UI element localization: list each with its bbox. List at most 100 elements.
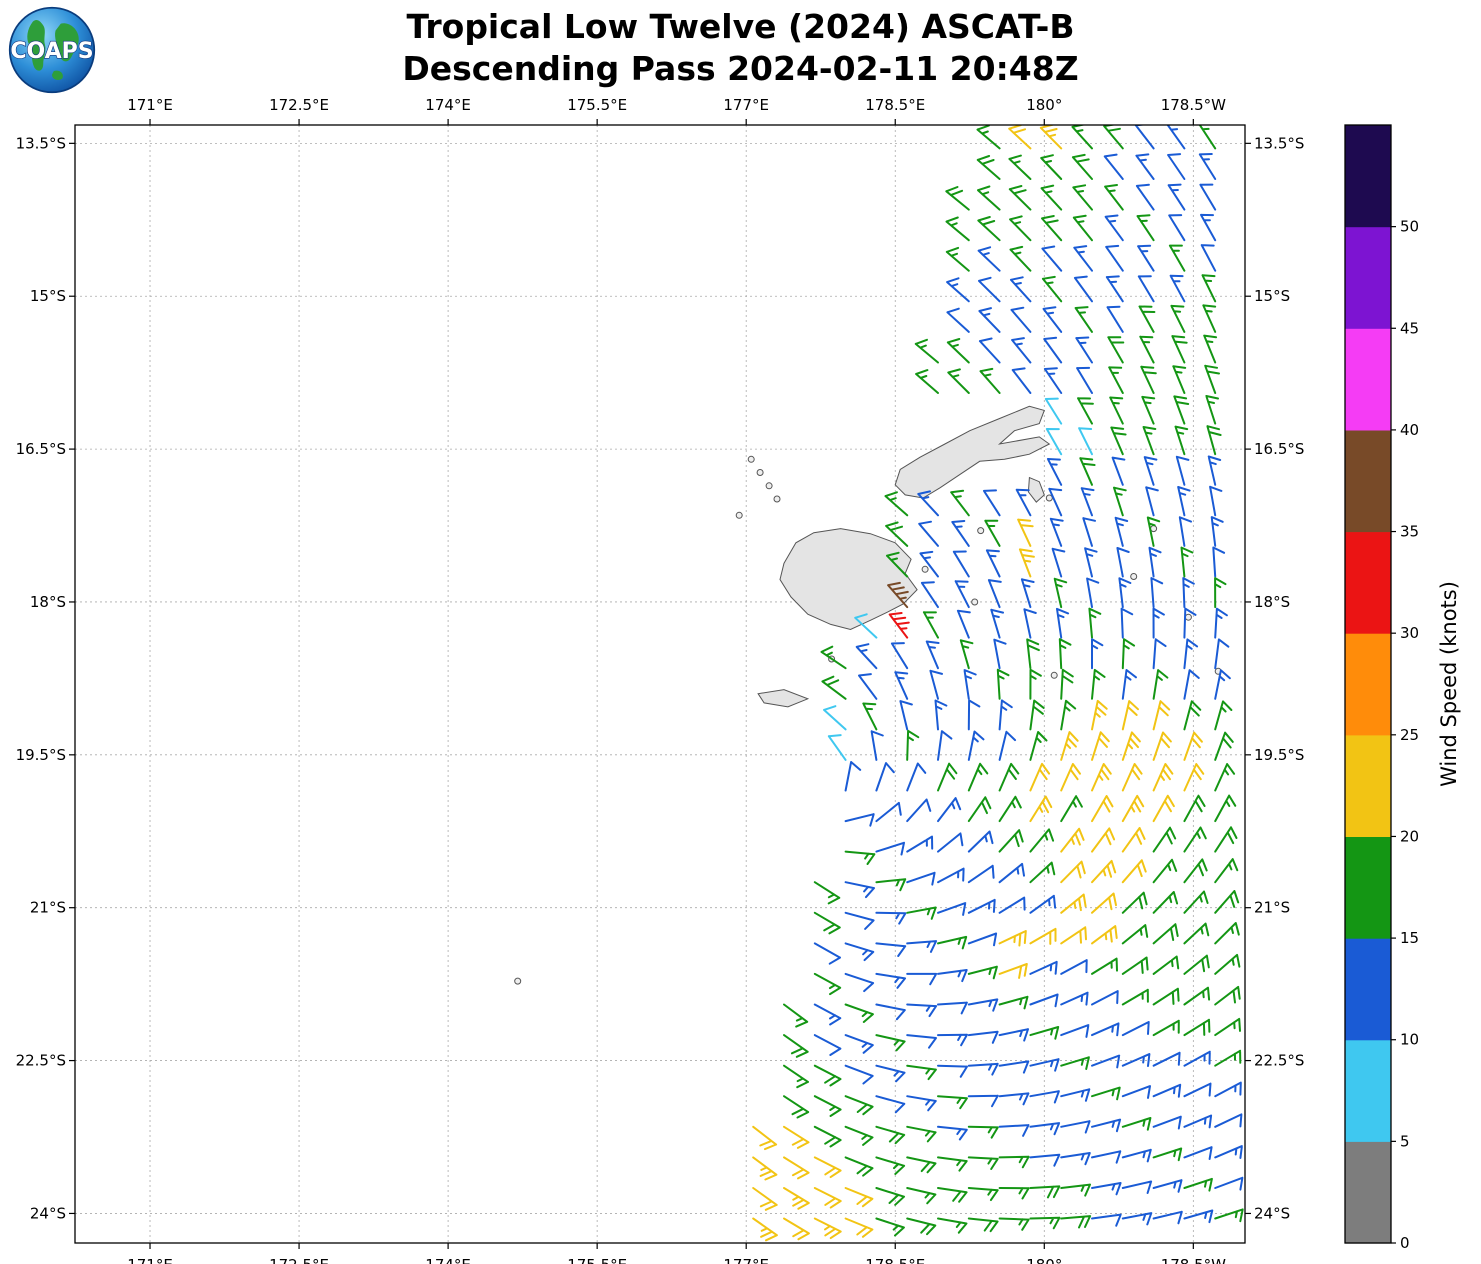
wind-barb: [844, 850, 876, 865]
wind-barb: [937, 797, 962, 823]
wind-barb: [1073, 245, 1093, 272]
wind-barb: [1082, 517, 1096, 547]
wind-barb: [978, 337, 1001, 364]
wind-barb: [783, 1217, 810, 1241]
colorbar-tick-label: 40: [1400, 421, 1419, 439]
wind-barbs-layer: [752, 125, 1244, 1242]
wind-barb: [1029, 1026, 1060, 1040]
wind-barb: [875, 972, 906, 989]
x-tick-label-top: 180°: [1026, 96, 1062, 114]
wind-barb: [1214, 1176, 1244, 1191]
continent-shape: [52, 70, 63, 80]
y-tick-label-left: 21°S: [30, 899, 66, 917]
wind-barb: [967, 730, 985, 761]
wind-barb: [998, 795, 1022, 823]
wind-barb: [1183, 794, 1206, 823]
wind-barb: [1152, 731, 1172, 761]
wind-barb: [937, 1001, 968, 1015]
wind-barb: [1103, 153, 1124, 180]
wind-barb: [844, 1187, 874, 1208]
wind-barb: [844, 761, 862, 792]
x-tick-label-top: 174°E: [425, 96, 471, 114]
wind-barb: [1183, 763, 1205, 792]
colorbar-segment: [1345, 531, 1391, 634]
y-tick-label-right: 21°S: [1254, 899, 1290, 917]
wind-barb: [1170, 304, 1186, 333]
wind-barb: [1198, 125, 1217, 150]
y-tick-label-right: 15°S: [1254, 287, 1290, 305]
wind-barb: [1183, 826, 1207, 853]
wind-barb: [1041, 245, 1063, 272]
wind-barb: [1150, 577, 1164, 609]
wind-barb: [1209, 485, 1223, 517]
wind-barb: [1116, 547, 1130, 578]
wind-barb: [1121, 1085, 1151, 1099]
wind-barb: [937, 935, 968, 950]
wind-barb: [906, 1217, 937, 1236]
wind-barb: [1183, 890, 1209, 914]
wind-barb: [1152, 1179, 1183, 1193]
wind-barb: [1060, 763, 1081, 792]
island-viti-levu: [779, 528, 918, 631]
wind-barb: [1040, 184, 1063, 211]
wind-barb: [1143, 456, 1158, 486]
wind-barb: [1039, 125, 1063, 150]
wind-barb: [937, 762, 958, 792]
wind-barb: [1167, 153, 1186, 180]
wind-barb: [1207, 455, 1222, 486]
wind-barb: [1121, 988, 1149, 1006]
wind-barb: [1045, 428, 1063, 456]
wind-barb: [888, 612, 910, 639]
y-tick-label-left: 15°S: [30, 287, 66, 305]
wind-barb: [954, 580, 970, 609]
wind-barb: [1214, 1208, 1244, 1223]
chart-title-line1: Tropical Low Twelve (2024) ASCAT-B: [406, 7, 1075, 46]
wind-barb: [813, 1156, 842, 1179]
wind-barb: [906, 798, 932, 823]
wind-barb: [1134, 125, 1155, 150]
wind-barb: [870, 730, 884, 761]
logo-text: COAPS: [10, 39, 93, 64]
wind-barb: [875, 1095, 906, 1114]
wind-barb: [906, 940, 938, 953]
wind-barb: [844, 1003, 874, 1023]
wind-barb: [998, 963, 1028, 979]
wind-barb: [918, 520, 939, 547]
wind-barb: [1121, 1021, 1150, 1037]
wind-barb: [1049, 517, 1064, 547]
wind-barb: [906, 1095, 937, 1112]
wind-barb: [1107, 336, 1125, 364]
wind-barb: [1080, 487, 1095, 517]
wind-barb: [967, 762, 989, 792]
wind-barb: [886, 551, 909, 578]
wind-barb: [1137, 244, 1155, 272]
wind-barb: [1183, 1082, 1212, 1098]
wind-barb: [1020, 578, 1035, 609]
wind-barb: [813, 1064, 842, 1087]
wind-barb: [1060, 1024, 1090, 1038]
x-tick-label-top: 175.5°E: [567, 96, 627, 114]
wind-barb: [919, 550, 939, 578]
wind-barb: [1174, 425, 1189, 456]
wind-barb: [937, 832, 964, 853]
wind-barb: [906, 906, 937, 920]
wind-barb: [937, 1033, 968, 1047]
wind-barb: [1029, 894, 1057, 914]
wind-barb: [1121, 700, 1139, 731]
wind-barb: [906, 972, 938, 986]
wind-barb: [1177, 486, 1191, 517]
wind-barb: [998, 762, 1020, 792]
colorbar-segment: [1345, 1039, 1391, 1142]
islet: [773, 495, 781, 503]
wind-barb: [920, 581, 939, 609]
wind-barb: [1046, 458, 1063, 486]
wind-barb: [1029, 927, 1057, 945]
wind-barb: [1078, 427, 1093, 456]
wind-barb: [937, 969, 968, 983]
wind-barb: [1053, 577, 1068, 609]
wind-barb: [1104, 214, 1124, 242]
wind-barb: [1029, 993, 1059, 1008]
wind-barb: [993, 638, 1007, 670]
y-tick-label-left: 22.5°S: [16, 1052, 66, 1070]
wind-barb: [844, 1156, 874, 1177]
